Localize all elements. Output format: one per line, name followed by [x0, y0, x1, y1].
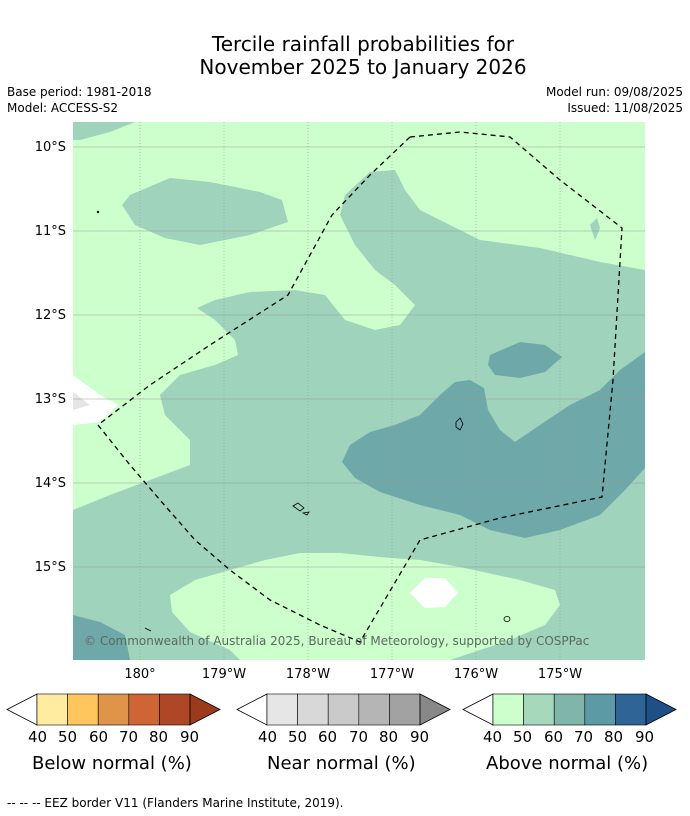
- field-above-50-60-corner: [73, 122, 135, 140]
- colorbar-3-bin-2: [523, 693, 555, 726]
- colorbar-3-low-extension: [462, 693, 494, 726]
- cb1-tick-80: 80: [149, 728, 169, 746]
- colorbar-3-bin-3: [553, 693, 586, 726]
- field-above-50-60: [73, 170, 645, 660]
- colorbar-2-bin-2: [297, 693, 329, 726]
- model-name: Model: ACCESS-S2: [7, 101, 119, 115]
- cb2-tick-40: 40: [258, 728, 278, 746]
- field-above-60-70: [342, 352, 645, 538]
- colorbar-3-bin-1: [492, 693, 524, 726]
- cb2-tick-50: 50: [288, 728, 308, 746]
- colorbar-3-bin-4: [584, 693, 616, 726]
- lon-label-175w: 175°W: [538, 667, 582, 682]
- lat-label-14s: 14°S: [35, 476, 66, 491]
- colorbar-2-bin-3: [327, 693, 360, 726]
- cb3-tick-80: 80: [604, 728, 624, 746]
- field-above-50-60-top: [122, 178, 288, 245]
- graticule: [73, 122, 645, 660]
- field-neutral-west: [73, 375, 118, 425]
- cb2-tick-60: 60: [318, 728, 338, 746]
- colorbar-2-bin-4: [358, 693, 390, 726]
- field-above-50-60-east: [590, 218, 600, 240]
- lat-label-11s: 11°S: [35, 224, 66, 239]
- island-futuna: [292, 502, 305, 512]
- cb3-tick-40: 40: [483, 728, 503, 746]
- cb3-tick-70: 70: [574, 728, 594, 746]
- lat-label-15s: 15°S: [35, 560, 66, 575]
- colorbar-2-high-extension: [419, 693, 451, 726]
- cb1-tick-60: 60: [89, 728, 109, 746]
- colorbar-1-bin-5: [159, 693, 191, 726]
- base-period: Base period: 1981-2018: [7, 85, 152, 99]
- colorbar-1-high-extension: [189, 693, 221, 726]
- island-wallis: [455, 417, 464, 431]
- cb1-tick-90: 90: [180, 728, 200, 746]
- cb3-tick-60: 60: [544, 728, 564, 746]
- island-alofi: [301, 511, 310, 516]
- field-neutral-south: [410, 578, 458, 608]
- lat-label-12s: 12°S: [35, 308, 66, 323]
- chart-title-line1: Tercile rainfall probabilities for: [211, 32, 515, 56]
- field-above-60-70-small: [488, 342, 562, 378]
- colorbar-2-bin-5: [389, 693, 421, 726]
- cb1-title: Below normal (%): [32, 753, 192, 774]
- lat-tick-labels: 10°S 11°S 12°S 13°S 14°S 15°S: [35, 140, 66, 575]
- cb2-title: Near normal (%): [267, 753, 416, 774]
- colorbar-3-high-extension: [645, 693, 677, 726]
- chart-title-line2: November 2025 to January 2026: [199, 55, 527, 79]
- colorbars: [6, 693, 677, 726]
- lon-label-176w: 176°W: [454, 667, 498, 682]
- colorbar-1-bin-2: [67, 693, 99, 726]
- lon-label-178w: 178°W: [286, 667, 330, 682]
- lon-label-179w: 179°W: [202, 667, 246, 682]
- model-run: Model run: 09/08/2025: [545, 85, 683, 99]
- cb2-tick-80: 80: [379, 728, 399, 746]
- colorbar-1-bin-4: [128, 693, 160, 726]
- colorbar-3-bin-5: [615, 693, 647, 726]
- cb2-tick-90: 90: [410, 728, 430, 746]
- issued-date: Issued: 11/08/2025: [567, 101, 683, 115]
- island-sw: [144, 627, 152, 632]
- lat-label-13s: 13°S: [35, 392, 66, 407]
- colorbar-2-low-extension: [236, 693, 268, 726]
- islands: [96, 210, 511, 632]
- cb1-tick-70: 70: [119, 728, 139, 746]
- cb2-tick-70: 70: [349, 728, 369, 746]
- colorbar-1-bin-3: [97, 693, 130, 726]
- cb1-tick-40: 40: [28, 728, 48, 746]
- lon-label-177w: 177°W: [370, 667, 414, 682]
- colorbar-1-low-extension: [6, 693, 38, 726]
- colorbar-1-bin-1: [36, 693, 68, 726]
- island-south: [503, 616, 511, 622]
- lon-tick-labels: 180° 179°W 178°W 177°W 176°W 175°W: [124, 667, 582, 682]
- island-nw: [96, 210, 100, 214]
- cb3-tick-90: 90: [635, 728, 655, 746]
- field-above-60-70-sw: [73, 615, 130, 660]
- eez-footnote: -- -- -- EEZ border V11 (Flanders Marine…: [7, 796, 344, 810]
- field-near-normal-west: [73, 392, 90, 410]
- lat-label-10s: 10°S: [35, 140, 66, 155]
- cb1-tick-50: 50: [58, 728, 78, 746]
- copyright-text: © Commonwealth of Australia 2025, Bureau…: [84, 634, 589, 648]
- probability-field: © Commonwealth of Australia 2025, Bureau…: [73, 122, 645, 660]
- cb3-title: Above normal (%): [486, 753, 649, 774]
- cb3-tick-50: 50: [513, 728, 533, 746]
- colorbar-2-bin-1: [266, 693, 298, 726]
- lon-label-180: 180°: [124, 667, 155, 682]
